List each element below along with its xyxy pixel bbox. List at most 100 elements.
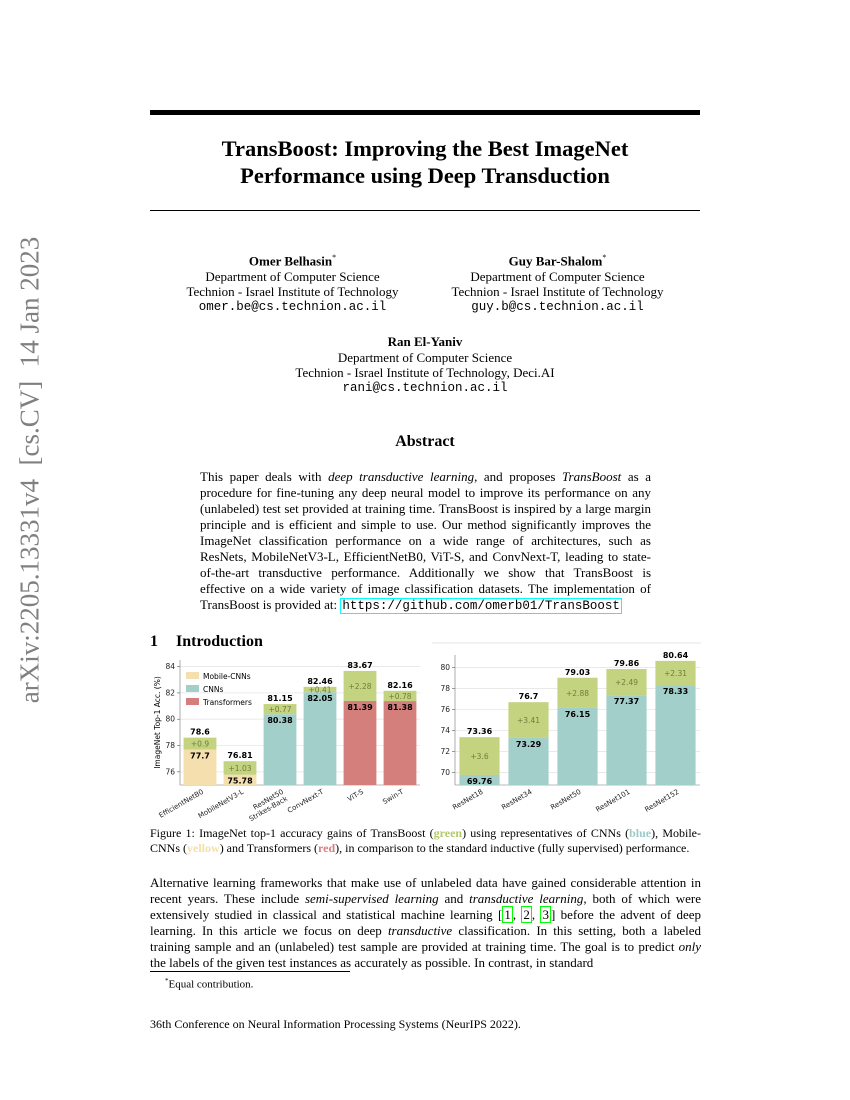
base-label: 73.29	[516, 740, 542, 749]
x-tick-label: ViT-S	[346, 788, 365, 804]
base-bar	[383, 701, 417, 785]
footnote-text: Equal contribution.	[168, 978, 254, 991]
gain-bar	[508, 702, 549, 738]
total-label: 79.03	[565, 668, 590, 677]
repo-link[interactable]: https://github.com/omerb01/TransBoost	[340, 597, 622, 614]
text-run: ,	[531, 907, 541, 922]
gain-label: +0.77	[269, 705, 292, 714]
gain-bar	[459, 737, 500, 775]
legend-label: CNNs	[203, 685, 223, 694]
colored-word: blue	[629, 826, 652, 840]
y-tick-label: 72	[440, 747, 450, 756]
author-inst: Technion - Israel Institute of Technolog…	[186, 284, 399, 300]
colored-word: yellow	[187, 841, 220, 855]
y-tick-label: 76	[440, 705, 450, 714]
citation[interactable]: 3	[540, 906, 551, 923]
legend-swatch	[186, 698, 199, 705]
title-rule	[150, 210, 700, 211]
colored-word: red	[318, 841, 336, 855]
gain-label: +2.88	[566, 689, 589, 698]
gain-label: +1.03	[229, 764, 252, 773]
base-label: 75.78	[227, 777, 253, 786]
top-rule	[150, 110, 700, 115]
text-run: and	[438, 891, 470, 906]
text-run: , both of which were extensively studied…	[150, 891, 701, 922]
author-name-text: Omer Belhasin	[248, 253, 333, 269]
title-line: Performance using Deep Transduction	[240, 163, 610, 188]
text-run: ,	[512, 907, 522, 922]
italic-run: transductive learning	[469, 891, 584, 906]
base-bar	[263, 714, 297, 785]
citation[interactable]: 1	[502, 906, 513, 923]
footnote-rule	[150, 971, 350, 972]
author-inst: Technion - Israel Institute of Technolog…	[295, 365, 555, 380]
text-run: Figure 1: ImageNet top-1 accuracy gains …	[150, 826, 434, 840]
y-tick-label: 80	[165, 715, 175, 724]
x-tick-label: MobileNetV3-L	[197, 788, 245, 820]
author-inst: Technion - Israel Institute of Technolog…	[451, 284, 664, 300]
base-bar	[303, 692, 337, 785]
base-label: 81.39	[347, 703, 373, 712]
base-bar	[223, 774, 257, 785]
y-axis-label: ImageNet Top-1 Acc. (%)	[153, 676, 162, 769]
author-block: Omer Belhasin* Department of Computer Sci…	[165, 250, 420, 315]
x-tick-label: ResNet152	[643, 788, 680, 814]
text-run: Alternative learning frameworks that mak…	[150, 875, 701, 906]
gain-label: +3.41	[517, 716, 540, 725]
legend-swatch	[186, 672, 199, 679]
base-bar	[508, 737, 549, 785]
author-block: Ran El-Yaniv Department of Computer Scien…	[250, 334, 600, 396]
gain-bar	[303, 686, 337, 693]
gain-label: +2.31	[664, 669, 687, 678]
legend-label: Mobile-CNNs	[203, 672, 251, 681]
gain-label: +0.78	[389, 692, 412, 701]
x-tick-label: ResNet18	[451, 788, 484, 812]
author-name-text: Ran El-Yaniv	[387, 334, 463, 349]
y-tick-label: 80	[440, 663, 450, 672]
gain-label: +0.9	[191, 740, 209, 749]
base-bar	[655, 685, 696, 785]
base-label: 78.33	[663, 687, 688, 696]
author-email: rani@cs.technion.ac.il	[342, 380, 508, 395]
citation[interactable]: 2	[521, 906, 532, 923]
y-tick-label: 78	[165, 741, 175, 750]
section-number: 1	[150, 633, 158, 650]
gain-bar	[223, 761, 257, 775]
author-mark: *	[602, 253, 607, 262]
x-tick-label: ResNet50Strikes-Back	[244, 787, 290, 823]
italic-run: transductive	[387, 923, 453, 938]
author-email: omer.be@cs.technion.ac.il	[198, 299, 387, 314]
author-dept: Department of Computer Science	[337, 349, 513, 365]
gain-bar	[557, 677, 598, 708]
total-label: 82.46	[307, 677, 333, 686]
gain-label: +3.6	[470, 752, 488, 761]
base-bar	[459, 774, 500, 785]
x-tick-label: ResNet50	[549, 788, 582, 812]
italic-run: deep transductive learning	[328, 469, 475, 484]
x-tick-label: ConvNext-T	[286, 787, 325, 814]
base-label: 77.37	[614, 697, 639, 706]
base-bar	[183, 749, 217, 785]
author-name: Ran El-Yaniv	[250, 334, 600, 350]
text-run: This paper deals with	[200, 469, 329, 484]
legend-label: Transformers	[202, 698, 252, 707]
text-run: classification. In this setting, both a …	[150, 923, 701, 954]
italic-run: semi-supervised learning	[304, 891, 439, 906]
total-label: 79.86	[614, 659, 640, 668]
gain-bar	[263, 704, 297, 715]
total-label: 76.7	[519, 692, 539, 701]
text-run: ) using representatives of CNNs (	[462, 826, 630, 840]
title-line: TransBoost: Improving the Best ImageNet	[221, 136, 629, 161]
total-label: 80.64	[663, 651, 689, 660]
author-name: Guy Bar-Shalom*	[430, 250, 685, 269]
author-email: guy.b@cs.technion.ac.il	[471, 299, 644, 314]
gain-bar	[183, 737, 217, 750]
gain-label: +2.49	[615, 678, 638, 687]
author-mark: *	[332, 253, 337, 262]
x-tick-label: ResNet34	[500, 788, 534, 812]
base-label: 76.15	[565, 710, 591, 719]
author-dept: Department of Computer Science	[205, 268, 380, 284]
text-run: ] before the advent of deep learning. In…	[150, 907, 702, 938]
